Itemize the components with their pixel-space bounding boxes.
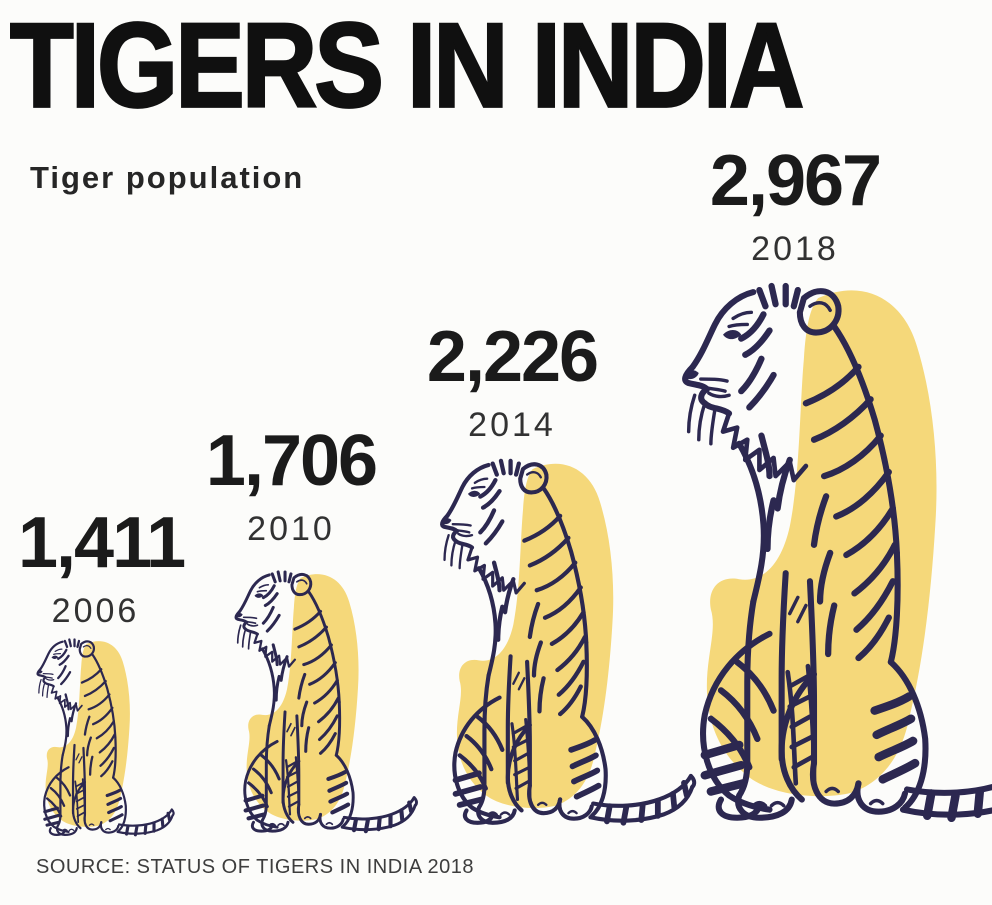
- population-value-2010: 1,706: [205, 421, 378, 501]
- year-label-2010: 2010: [247, 509, 335, 548]
- data-label-2010: 1,706 2010: [202, 421, 380, 549]
- source-citation: SOURCE: STATUS OF TIGERS IN INDIA 2018: [36, 856, 474, 878]
- year-label-2006: 2006: [51, 591, 140, 630]
- page-title: TIGERS IN INDIA: [9, 0, 806, 133]
- tiger-icon-2010: [218, 570, 425, 842]
- population-value-2006: 1,411: [18, 503, 186, 583]
- population-value-2014: 2,226: [426, 317, 599, 397]
- data-label-2014: 2,226 2014: [418, 317, 606, 445]
- tiger-icon-2006: [24, 638, 180, 843]
- year-label-2018: 2018: [751, 229, 839, 268]
- tiger-icon-2018: [648, 282, 992, 840]
- chart-subtitle: Tiger population: [30, 160, 305, 195]
- data-label-2018: 2,967 2018: [698, 141, 892, 269]
- data-label-2006: 1,411 2006: [18, 503, 186, 631]
- population-value-2018: 2,967: [709, 141, 882, 221]
- year-label-2014: 2014: [468, 405, 556, 444]
